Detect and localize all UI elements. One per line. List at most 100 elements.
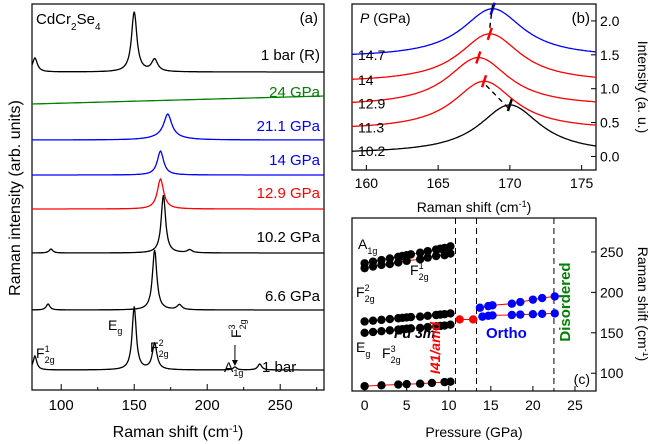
- data-point: [446, 242, 455, 251]
- data-point: [507, 310, 517, 320]
- panel-c-y-axis-title: Raman shift (cm-1): [635, 247, 648, 362]
- pressure-label: 11.3: [358, 119, 384, 135]
- data-point: [446, 249, 455, 258]
- phase-label-tetragonal: I41/amd: [427, 321, 443, 374]
- data-point: [423, 322, 432, 332]
- data-point: [377, 381, 386, 390]
- data-point: [423, 253, 432, 262]
- data-point: [423, 311, 432, 321]
- data-point: [446, 377, 455, 386]
- data-point: [516, 310, 525, 319]
- panel-c-x-tick-label: 10: [441, 397, 457, 413]
- spectrum-line: [32, 95, 324, 105]
- panel-b-legend-title: P (GPa): [360, 10, 411, 26]
- peak-position-marker: [480, 74, 488, 88]
- data-point: [368, 262, 378, 271]
- panel-c-ticks: 0 5 10 15 20 25 100 150 200 250: [361, 244, 624, 413]
- data-point: [360, 263, 369, 273]
- data-point: [415, 248, 425, 257]
- panel-a-series-labels: 1 bar (R) 24 GPa 21.1 GPa 14 GPa 12.9 GPa 10.…: [36, 47, 321, 378]
- panel-a-frame: [31, 3, 325, 391]
- data-point: [528, 295, 538, 304]
- data-point: [394, 380, 403, 389]
- peak-label: Eg: [108, 317, 122, 336]
- spectrum-line: [31, 11, 324, 73]
- panel-a-x-tick-label: 150: [122, 397, 147, 414]
- data-point: [488, 311, 497, 320]
- panel-b-spectrum-line: [351, 56, 597, 104]
- mode-label-eg: Eg: [356, 339, 370, 359]
- peak-label: F1 2g: [36, 344, 55, 365]
- data-point: [406, 250, 416, 259]
- panel-c-x-tick-label: 0: [361, 397, 369, 413]
- data-point: [415, 323, 425, 333]
- pressure-label: 10.2: [358, 143, 385, 159]
- panel-b-x-tick-label: 175: [570, 175, 594, 191]
- spectrum-label: 6.6 GPa: [265, 288, 321, 305]
- data-point: [537, 293, 547, 303]
- data-point: [468, 315, 478, 324]
- spectrum-label: 1 bar (R): [261, 47, 320, 64]
- panel-c-x-tick-label: 25: [567, 397, 583, 413]
- peak-arrow-head: [231, 360, 238, 366]
- data-point: [385, 314, 395, 324]
- pressure-label: 14: [358, 72, 374, 88]
- panel-b-x-tick-label: 160: [355, 175, 379, 191]
- pressure-label: 12.9: [358, 96, 385, 112]
- phase-label-disordered: Disordered: [557, 262, 574, 341]
- data-point: [377, 315, 386, 325]
- panel-b-frame: [351, 3, 597, 171]
- data-point: [475, 303, 485, 312]
- mode-label-f2g1: F1 2g: [410, 261, 429, 282]
- panel-a-x-axis-title: Raman shift (cm-1): [113, 424, 244, 442]
- data-point: [528, 310, 538, 319]
- panel-c-y-tick-label: 250: [600, 244, 624, 260]
- panel-a-label: (a): [300, 10, 318, 27]
- data-point: [537, 309, 547, 318]
- panel-c-y-tick-label: 150: [600, 325, 624, 341]
- panel-b-y-tick-label: 0.5: [600, 115, 620, 131]
- panel-c-x-tick-label: 15: [483, 397, 499, 413]
- data-point: [427, 378, 437, 388]
- panel-a-x-tick-label: 100: [49, 397, 74, 414]
- panel-b-y-tick-label: 1.5: [600, 47, 620, 63]
- data-point: [360, 317, 369, 326]
- peak-position-marker: [475, 51, 482, 64]
- spectrum-label: 14 GPa: [269, 152, 321, 169]
- data-point: [368, 327, 378, 337]
- phase-label-ortho: Ortho: [486, 325, 527, 342]
- data-point: [550, 292, 559, 301]
- data-point: [377, 326, 386, 336]
- peak-label: A1g: [224, 359, 243, 378]
- panel-b-spectra: [351, 2, 597, 152]
- panel-b-spectrum-line: [351, 104, 597, 152]
- panel-c-x-tick-label: 20: [525, 397, 541, 413]
- panel-b-y-tick-label: 0.0: [600, 148, 620, 164]
- panel-b-x-tick-label: 165: [426, 175, 450, 191]
- data-point: [488, 301, 497, 310]
- panel-b-x-tick-label: 170: [498, 175, 522, 191]
- spectrum-line: [31, 306, 324, 371]
- data-point: [385, 326, 395, 335]
- panel-a-x-tick-label: 200: [195, 397, 220, 414]
- data-point: [516, 297, 525, 307]
- spectrum-label: 1 bar: [262, 359, 296, 376]
- data-point: [415, 379, 425, 388]
- peak-label: F2 2g: [150, 338, 169, 359]
- panel-a: 100 150 200 250 1 bar (R) 24 GPa 21.1 GPa 14 G…: [7, 3, 325, 442]
- data-point: [423, 246, 432, 256]
- panel-b: 160 165 170 175 0.0 0.5 1.0 1.5 2.0 10.2 11.3 12.9…: [351, 2, 648, 215]
- panel-c-y-tick-label: 100: [600, 365, 624, 381]
- data-point: [415, 255, 425, 264]
- panel-a-x-ticks: 100 150 200 250: [49, 384, 318, 414]
- data-point: [385, 259, 395, 269]
- data-point: [446, 309, 455, 318]
- pressure-label: 14.7: [358, 47, 385, 63]
- spectrum-line: [32, 113, 324, 141]
- mode-label-a1g: A1g: [358, 236, 377, 256]
- panel-a-y-axis-title: Raman intensity (arb. units): [7, 100, 24, 296]
- panel-c: 0 5 10 15 20 25 100 150 200 250 (c) A1g F1 2g F2 2g…: [351, 217, 648, 440]
- data-point: [360, 328, 369, 337]
- peak-guide-line: [489, 3, 494, 28]
